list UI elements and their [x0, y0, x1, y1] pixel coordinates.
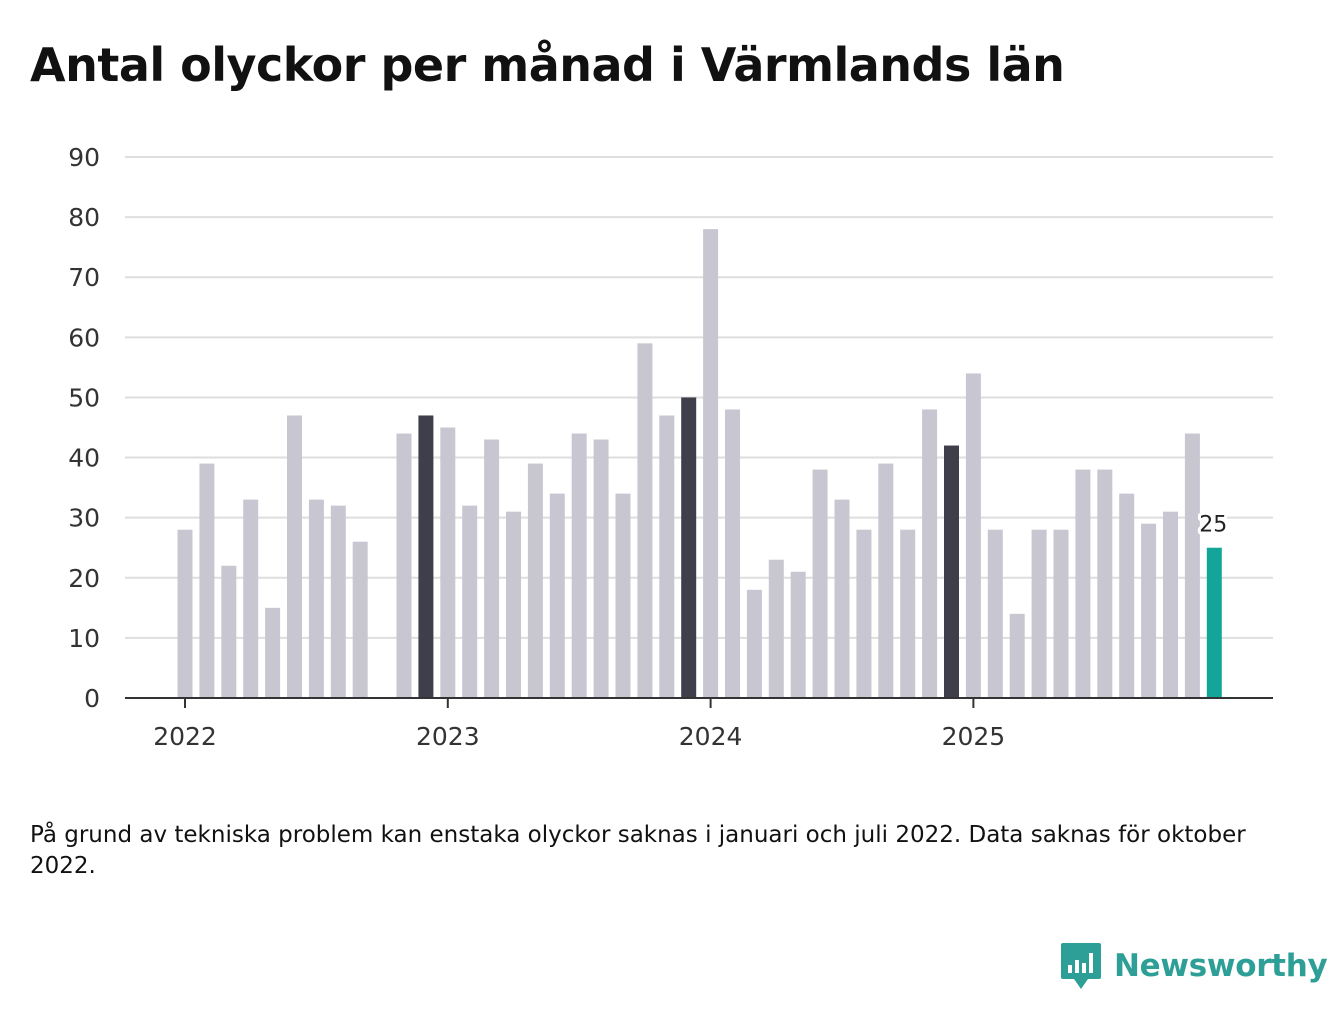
x-tick-label: 2024 [679, 722, 743, 751]
bar [1075, 469, 1091, 698]
bar [199, 463, 215, 698]
bar [593, 439, 609, 698]
data-label: 25 [1199, 513, 1227, 538]
brand-name: Newsworthy [1114, 948, 1328, 984]
bar [1119, 493, 1135, 698]
bar [615, 493, 631, 698]
bar [834, 499, 850, 698]
bar [812, 469, 828, 698]
bar [922, 409, 938, 698]
bar [221, 565, 237, 698]
y-tick-label: 20 [68, 564, 100, 593]
bar [944, 445, 959, 698]
y-tick-label: 40 [68, 444, 100, 473]
bar [265, 607, 281, 698]
x-tick-label: 2022 [153, 722, 217, 751]
footnote: På grund av tekniska problem kan enstaka… [30, 822, 1246, 879]
bar [1031, 529, 1047, 698]
y-tick-label: 50 [68, 383, 100, 412]
bar [768, 559, 784, 698]
bar [330, 505, 346, 698]
bar [177, 529, 193, 698]
bar [506, 511, 521, 698]
bar [308, 499, 324, 698]
bar [790, 571, 806, 698]
chart-title: Antal olyckor per månad i Värmlands län [30, 38, 1065, 92]
y-tick-label: 10 [68, 624, 100, 653]
bar [900, 529, 916, 698]
x-tick-label: 2025 [942, 722, 1006, 751]
y-tick-label: 60 [68, 323, 100, 352]
bar [1097, 469, 1113, 698]
y-tick-label: 90 [68, 143, 100, 172]
bar [965, 373, 981, 698]
bar [549, 493, 565, 698]
bar [571, 433, 587, 698]
bar [703, 229, 719, 698]
y-tick-label: 70 [68, 263, 100, 292]
bar [1184, 433, 1200, 698]
bar [1053, 529, 1069, 698]
bar [287, 415, 302, 698]
y-tick-label: 0 [84, 684, 100, 713]
bar [1009, 613, 1025, 698]
newsworthy-logo[interactable]: Newsworthy [1060, 940, 1328, 992]
bar [396, 433, 412, 698]
bar [681, 397, 697, 698]
bar [527, 463, 543, 698]
bar [243, 499, 259, 698]
bar [856, 529, 872, 698]
bar [1141, 523, 1157, 698]
bar [878, 463, 894, 698]
bar [462, 505, 478, 698]
bar [1206, 547, 1222, 698]
bar [746, 589, 762, 698]
bar [637, 343, 653, 698]
x-tick-label: 2023 [416, 722, 480, 751]
newsworthy-chart-bubble-icon [1061, 943, 1101, 989]
bar [1163, 511, 1178, 698]
bar [352, 541, 368, 698]
bar [725, 409, 740, 698]
data-label-halo: 25 [1199, 513, 1227, 538]
bar [418, 415, 434, 698]
bar [987, 529, 1003, 698]
bar [484, 439, 500, 698]
bar [659, 415, 675, 698]
y-tick-label: 80 [68, 203, 100, 232]
bar [440, 427, 456, 698]
y-tick-label: 30 [68, 504, 100, 533]
